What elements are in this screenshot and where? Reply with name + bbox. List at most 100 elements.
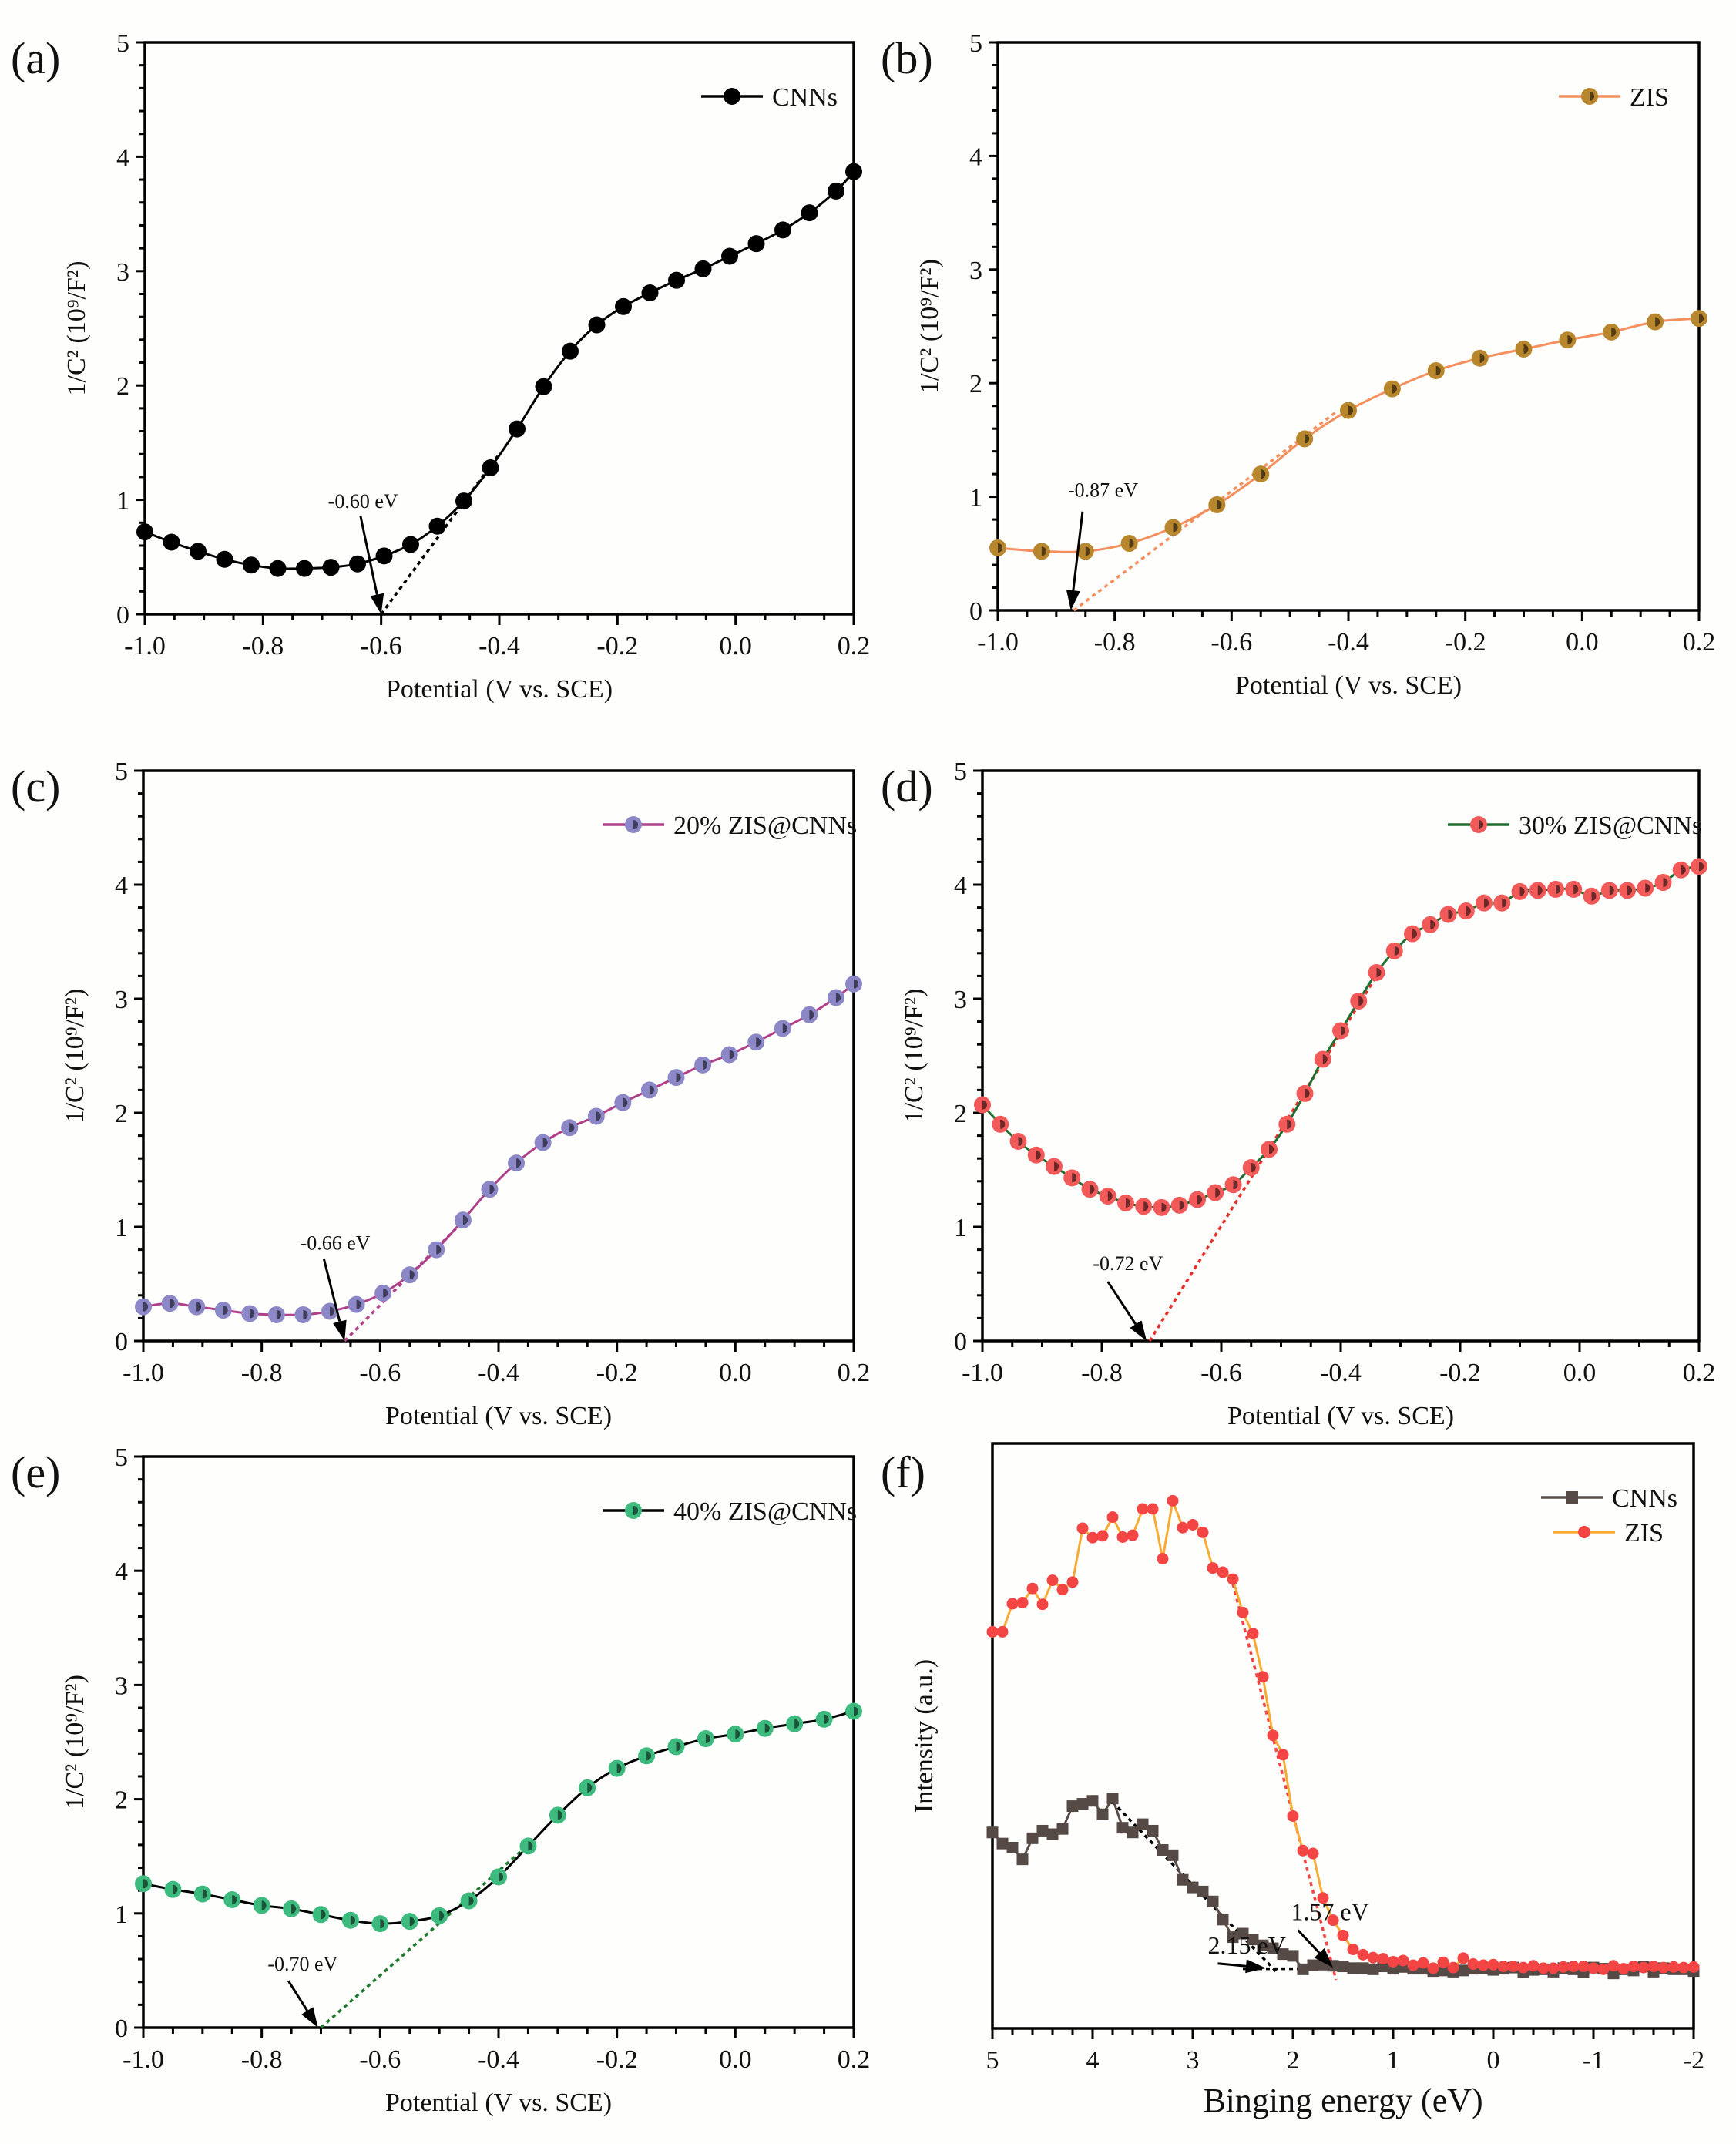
data-point <box>1208 496 1226 513</box>
x-tick-label: -1 <box>1583 2046 1604 2075</box>
data-point <box>1471 349 1489 367</box>
data-point <box>269 560 287 577</box>
y-tick-label: 5 <box>954 758 967 786</box>
y-tick-label: 4 <box>115 1558 128 1586</box>
data-point-half <box>1085 546 1090 556</box>
data-point <box>1207 1895 1219 1907</box>
data-point <box>1096 1808 1109 1820</box>
x-tick-label: 0.0 <box>719 1359 752 1387</box>
data-point <box>1337 1961 1349 1973</box>
data-point-half <box>735 1729 740 1739</box>
data-point-half <box>321 1910 326 1920</box>
annotation-arrow-shaft <box>1217 1962 1247 1968</box>
y-tick-label: 0 <box>954 1328 967 1356</box>
annotation-arrow <box>359 516 384 614</box>
data-point <box>1407 1959 1419 1971</box>
data-point <box>697 1730 714 1748</box>
data-point <box>455 492 472 510</box>
data-point <box>1217 1914 1229 1926</box>
data-point <box>1327 1914 1339 1927</box>
data-point-half <box>1556 884 1561 894</box>
data-point <box>1404 925 1421 943</box>
y-tick-label: 3 <box>115 1672 128 1700</box>
data-point <box>1046 1574 1059 1587</box>
y-tick-label: 0 <box>116 601 129 630</box>
legend: CNNs ZIS <box>1541 1484 1677 1548</box>
data-point <box>1006 1841 1019 1853</box>
data-point <box>1377 1953 1389 1965</box>
annotation-arrow-head <box>1066 590 1080 610</box>
data-point-half <box>998 543 1003 553</box>
data-point-half <box>409 1917 415 1927</box>
x-axis-title: Potential (V vs. SCE) <box>385 2089 612 2117</box>
data-point <box>1026 1582 1039 1595</box>
x-tick-label: 0.0 <box>1566 628 1599 657</box>
annotation-arrow <box>322 1259 347 1341</box>
y-tick-label: 1 <box>115 1900 128 1929</box>
data-point <box>1567 1961 1580 1973</box>
data-point <box>1337 1929 1349 1941</box>
legend: CNNs <box>701 83 838 112</box>
data-point-half <box>1681 865 1686 875</box>
y-tick-label: 2 <box>115 1100 128 1128</box>
data-point-half <box>1448 909 1453 919</box>
data-point <box>1197 1885 1209 1897</box>
data-point-half <box>623 1097 628 1107</box>
data-point-half <box>569 1123 575 1133</box>
data-point <box>267 1306 285 1323</box>
data-point-half <box>1537 885 1543 896</box>
data-point <box>1447 1961 1459 1974</box>
data-point-half <box>1484 898 1489 908</box>
y-tick-label: 5 <box>115 758 128 786</box>
y-tick-label: 1 <box>969 484 982 512</box>
data-point <box>1627 1961 1640 1973</box>
data-point <box>1347 1962 1359 1974</box>
data-point <box>1026 1832 1039 1844</box>
data-point <box>402 536 419 553</box>
data-point-half <box>1358 996 1364 1006</box>
data-point-half <box>1217 499 1222 509</box>
series-line-20-zis-cnns <box>143 983 855 1316</box>
data-point-half <box>809 1010 814 1020</box>
data-point <box>161 1295 179 1312</box>
data-point-half <box>764 1723 770 1733</box>
data-point <box>1189 1191 1206 1208</box>
data-point-half <box>1261 469 1266 479</box>
data-point-half <box>1430 919 1435 929</box>
data-point <box>1063 1169 1081 1187</box>
legend-marker-half <box>1479 819 1484 830</box>
data-point-half <box>1269 1144 1274 1154</box>
annotation-arrow-head <box>1245 1959 1266 1974</box>
data-point <box>801 204 818 222</box>
data-point <box>1066 1800 1079 1813</box>
data-point <box>1157 1844 1169 1857</box>
plot-frame <box>981 769 1701 1343</box>
data-point-half <box>409 1270 415 1280</box>
annotation-label: -0.66 eV <box>301 1232 371 1255</box>
data-point <box>1076 1522 1089 1534</box>
y-tick-label: 5 <box>116 29 129 58</box>
data-point <box>1427 1962 1439 1974</box>
data-point <box>509 420 526 438</box>
annotation-arrow-shaft <box>359 516 378 595</box>
data-point-half <box>703 1060 708 1070</box>
data-point <box>1607 1960 1620 1972</box>
data-point-half <box>528 1841 533 1851</box>
y-tick-label: 5 <box>969 29 982 58</box>
data-point <box>579 1779 596 1796</box>
data-point <box>401 1266 418 1284</box>
x-tick-label: -0.4 <box>478 632 520 660</box>
data-point-half <box>1341 1026 1346 1036</box>
data-point-half <box>676 1073 681 1083</box>
x-tick-label: 0 <box>1487 2046 1500 2075</box>
data-point <box>1257 1671 1269 1683</box>
x-axis-title: Potential (V vs. SCE) <box>385 1402 612 1430</box>
data-point <box>1691 310 1707 328</box>
data-point-half <box>1143 1201 1149 1211</box>
data-point-half <box>542 1138 548 1148</box>
data-point-half <box>261 1900 267 1910</box>
x-tick-label: -1.0 <box>977 628 1019 657</box>
x-tick-label: -0.6 <box>359 2045 401 2074</box>
data-point <box>667 1069 685 1087</box>
data-point <box>1340 402 1357 419</box>
